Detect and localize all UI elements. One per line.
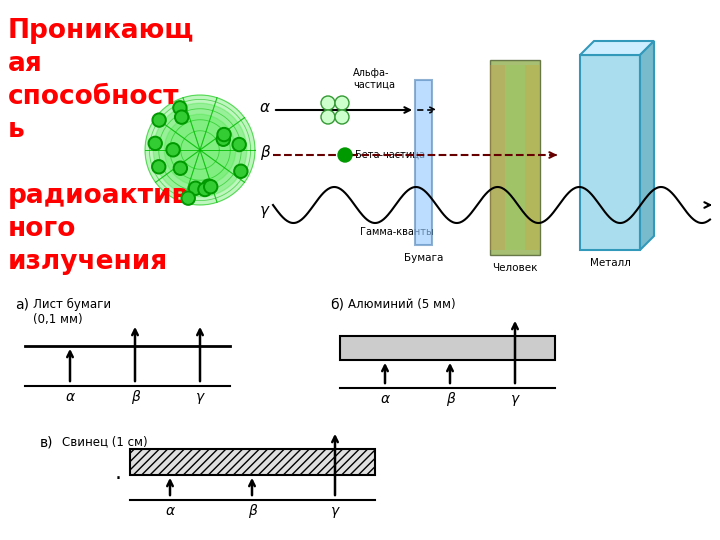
Circle shape	[191, 183, 201, 193]
Text: Алюминий (5 мм): Алюминий (5 мм)	[348, 298, 456, 311]
Circle shape	[174, 161, 187, 175]
Circle shape	[154, 162, 163, 172]
Text: γ: γ	[511, 392, 519, 406]
Circle shape	[236, 166, 246, 176]
Circle shape	[234, 139, 244, 150]
Text: Бумага: Бумага	[404, 253, 444, 263]
Circle shape	[181, 191, 195, 205]
Polygon shape	[580, 41, 654, 55]
Bar	[505, 65, 525, 250]
Circle shape	[189, 181, 202, 195]
Text: ая: ая	[8, 51, 42, 77]
Text: б): б)	[330, 298, 344, 312]
Circle shape	[153, 103, 247, 197]
Text: Лист бумаги
(0,1 мм): Лист бумаги (0,1 мм)	[33, 298, 111, 326]
Circle shape	[216, 132, 230, 146]
Circle shape	[321, 96, 335, 110]
Circle shape	[164, 114, 235, 186]
Circle shape	[148, 137, 162, 150]
Text: Человек: Человек	[492, 263, 538, 273]
Text: способност: способност	[8, 84, 179, 110]
Circle shape	[200, 185, 210, 194]
Text: ного: ного	[8, 216, 76, 242]
Bar	[490, 60, 540, 255]
Circle shape	[204, 181, 214, 191]
Circle shape	[154, 115, 164, 125]
Text: в): в)	[40, 435, 53, 449]
Text: Бета-частица: Бета-частица	[355, 150, 425, 160]
Circle shape	[217, 127, 231, 141]
Circle shape	[150, 138, 161, 149]
Circle shape	[198, 183, 212, 197]
Circle shape	[335, 110, 349, 124]
Circle shape	[176, 112, 186, 122]
Bar	[415, 80, 432, 245]
Polygon shape	[640, 41, 654, 250]
Circle shape	[232, 138, 246, 152]
Text: β: β	[130, 390, 140, 404]
Text: β: β	[260, 145, 270, 159]
Text: Металл: Металл	[590, 258, 631, 268]
Text: β: β	[446, 392, 454, 406]
Bar	[525, 65, 540, 250]
Circle shape	[168, 145, 178, 155]
Text: Альфа-
частица: Альфа- частица	[353, 69, 395, 90]
Circle shape	[145, 95, 255, 205]
Circle shape	[175, 110, 189, 124]
Circle shape	[152, 113, 166, 127]
Circle shape	[173, 101, 187, 115]
Circle shape	[206, 182, 216, 192]
Text: γ: γ	[196, 390, 204, 404]
Bar	[340, 336, 555, 360]
Bar	[130, 449, 375, 475]
Text: γ: γ	[260, 202, 269, 218]
Circle shape	[175, 103, 185, 113]
Text: γ: γ	[331, 504, 339, 518]
Text: излучения: излучения	[8, 249, 168, 275]
Bar	[580, 55, 640, 250]
Circle shape	[202, 179, 215, 193]
Circle shape	[218, 134, 228, 144]
Text: Гамма-кванты: Гамма-кванты	[360, 227, 433, 237]
Text: α: α	[260, 99, 270, 114]
Circle shape	[183, 193, 193, 203]
Text: а): а)	[15, 298, 29, 312]
Circle shape	[338, 148, 352, 162]
Circle shape	[234, 164, 248, 178]
Text: ь: ь	[8, 117, 24, 143]
Text: Проникающ: Проникающ	[8, 18, 194, 44]
Text: радиоактив: радиоактив	[8, 183, 189, 209]
Circle shape	[219, 130, 229, 139]
Circle shape	[152, 160, 166, 174]
Text: Свинец (1 см): Свинец (1 см)	[62, 435, 148, 448]
Text: ·: ·	[115, 469, 122, 489]
Text: α: α	[66, 390, 75, 404]
Circle shape	[321, 110, 335, 124]
Text: α: α	[166, 504, 174, 518]
Text: α: α	[380, 392, 390, 406]
Text: β: β	[248, 504, 256, 518]
Bar	[490, 65, 505, 250]
Circle shape	[166, 143, 180, 157]
Circle shape	[335, 96, 349, 110]
Circle shape	[176, 163, 185, 173]
Circle shape	[204, 180, 217, 194]
